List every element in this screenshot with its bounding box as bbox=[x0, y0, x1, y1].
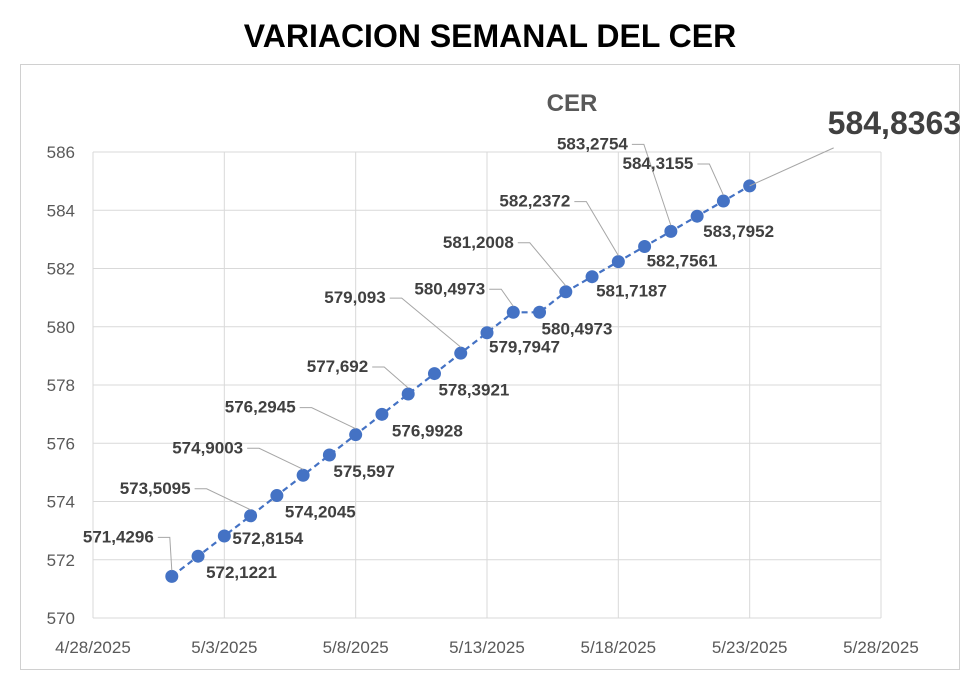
data-label: 583,7952 bbox=[703, 222, 774, 241]
data-point bbox=[296, 468, 310, 482]
data-label: 584,8363 bbox=[828, 105, 961, 141]
data-label: 579,7947 bbox=[489, 338, 560, 357]
y-tick-label: 578 bbox=[47, 376, 75, 395]
leader-line bbox=[299, 407, 356, 430]
data-point bbox=[427, 367, 441, 381]
data-label: 574,9003 bbox=[172, 438, 243, 457]
data-label: 584,3155 bbox=[622, 154, 693, 173]
data-label: 571,4296 bbox=[83, 527, 154, 546]
data-point bbox=[664, 224, 678, 238]
y-tick-label: 572 bbox=[47, 551, 75, 570]
leader-line bbox=[631, 143, 672, 226]
leader-line bbox=[157, 536, 173, 571]
leader-line bbox=[372, 366, 409, 389]
y-tick-label: 586 bbox=[47, 143, 75, 162]
leader-line bbox=[247, 447, 304, 470]
x-tick-label: 5/23/2025 bbox=[712, 638, 788, 657]
leader-line bbox=[517, 242, 567, 287]
data-point bbox=[506, 305, 520, 319]
data-label: 578,3921 bbox=[438, 381, 509, 400]
data-label: 582,2372 bbox=[499, 192, 570, 211]
data-label: 581,2008 bbox=[443, 233, 514, 252]
y-tick-label: 584 bbox=[47, 201, 75, 220]
data-label: 580,4973 bbox=[542, 319, 613, 338]
data-point bbox=[533, 305, 547, 319]
data-point bbox=[244, 509, 258, 523]
data-label: 582,7561 bbox=[647, 251, 718, 270]
data-label: 572,1221 bbox=[206, 563, 277, 582]
x-tick-label: 5/18/2025 bbox=[581, 638, 657, 657]
leader-line bbox=[574, 201, 619, 256]
y-tick-label: 574 bbox=[47, 493, 75, 512]
chart-title: VARIACION SEMANAL DEL CER bbox=[243, 18, 737, 54]
data-point bbox=[270, 489, 284, 503]
x-tick-label: 5/8/2025 bbox=[323, 638, 389, 657]
data-point bbox=[716, 194, 730, 208]
data-label: 579,093 bbox=[324, 288, 385, 307]
data-label: 576,9928 bbox=[392, 421, 463, 440]
data-point bbox=[191, 549, 205, 563]
data-point bbox=[349, 428, 363, 442]
data-point bbox=[611, 255, 625, 269]
leader-line bbox=[389, 297, 462, 348]
y-tick-label: 582 bbox=[47, 260, 75, 279]
data-point bbox=[401, 387, 415, 401]
data-point bbox=[165, 569, 179, 583]
data-point bbox=[480, 326, 494, 340]
data-point bbox=[559, 285, 573, 299]
x-tick-label: 5/28/2025 bbox=[843, 638, 919, 657]
data-point bbox=[217, 529, 231, 543]
chart-frame bbox=[20, 64, 960, 670]
data-point bbox=[454, 346, 468, 360]
data-label: 583,2754 bbox=[557, 134, 628, 153]
data-point bbox=[638, 239, 652, 253]
data-label: 572,8154 bbox=[232, 529, 303, 548]
series-name-label: CER bbox=[547, 90, 598, 117]
data-point bbox=[375, 407, 389, 421]
leader-line bbox=[697, 163, 724, 196]
leader-line bbox=[749, 147, 834, 187]
x-tick-label: 5/3/2025 bbox=[191, 638, 257, 657]
y-tick-label: 580 bbox=[47, 318, 75, 337]
data-label: 581,7187 bbox=[596, 282, 667, 301]
data-label: 577,692 bbox=[307, 357, 368, 376]
data-label: 574,2045 bbox=[285, 503, 356, 522]
data-label: 580,4973 bbox=[414, 279, 485, 298]
y-tick-label: 576 bbox=[47, 434, 75, 453]
leader-line bbox=[489, 288, 514, 307]
data-label: 573,5095 bbox=[120, 479, 191, 498]
data-label: 575,597 bbox=[333, 462, 394, 481]
data-label: 576,2945 bbox=[225, 398, 296, 417]
x-tick-label: 5/13/2025 bbox=[449, 638, 525, 657]
y-tick-label: 570 bbox=[47, 609, 75, 628]
x-tick-label: 4/28/2025 bbox=[55, 638, 131, 657]
leader-line bbox=[194, 488, 251, 511]
data-point bbox=[585, 270, 599, 284]
data-point bbox=[690, 209, 704, 223]
data-point bbox=[322, 448, 336, 462]
